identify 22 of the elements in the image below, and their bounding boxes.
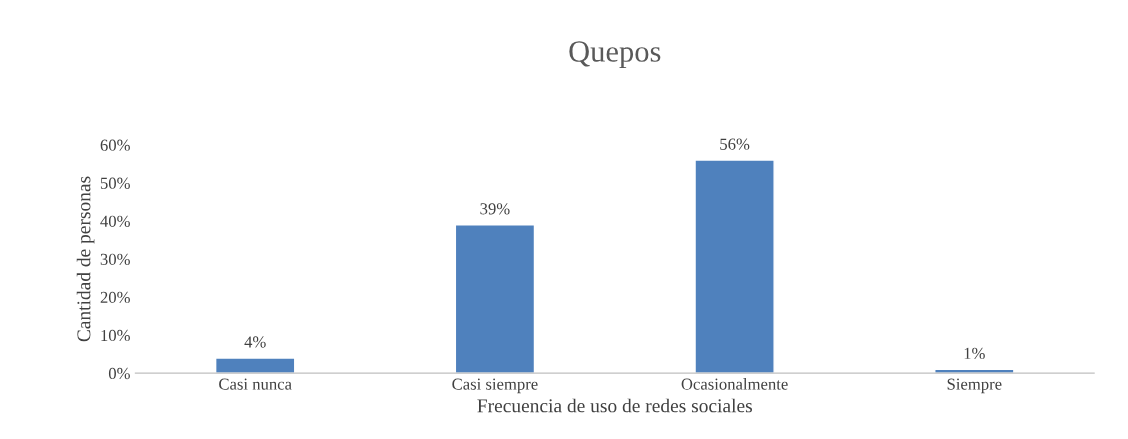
y-tick-label: 50% — [100, 177, 130, 189]
x-axis-title: Frecuencia de uso de redes sociales — [477, 398, 752, 413]
chart-title: Quepos — [569, 41, 661, 69]
y-tick-label: 10% — [101, 329, 130, 342]
data-label: 39% — [480, 203, 510, 215]
x-tick-label: Casi siempre — [452, 378, 538, 394]
y-tick-label: 0% — [108, 367, 130, 380]
bar — [694, 159, 775, 374]
y-tick-label: 20% — [100, 291, 130, 304]
x-tick-label: Siempre — [947, 378, 1002, 394]
y-axis-title: Cantidad de personas — [76, 176, 95, 342]
data-label: 1% — [964, 347, 985, 360]
bar — [454, 224, 536, 374]
data-label: 4% — [244, 336, 266, 348]
y-tick-label: 60% — [100, 139, 130, 151]
y-tick-label: 40% — [100, 215, 130, 227]
data-label: 56% — [720, 138, 750, 150]
bar — [214, 357, 296, 374]
x-tick-label: Ocasionalmente — [681, 378, 788, 390]
x-tick-label: Casi nunca — [219, 378, 292, 390]
y-tick-label: 30% — [100, 253, 130, 266]
bar — [934, 368, 1015, 374]
